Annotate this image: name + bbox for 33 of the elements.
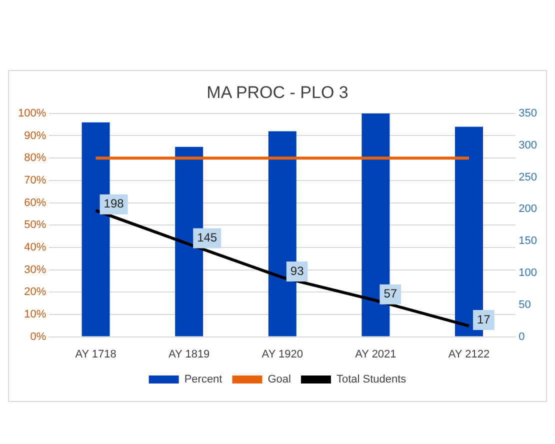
y2-tick-label: 300 xyxy=(518,139,538,152)
y-tick-label: 40% xyxy=(24,241,46,254)
y2-tick-label: 250 xyxy=(518,171,538,184)
y2-tick-label: 100 xyxy=(518,267,538,280)
x-tick-label: AY 2021 xyxy=(355,348,396,360)
y-tick-label: 30% xyxy=(24,264,46,276)
data-label: 198 xyxy=(104,196,124,211)
y2-tick-label: 150 xyxy=(518,235,538,248)
data-label: 93 xyxy=(290,264,304,278)
data-label: 17 xyxy=(476,312,491,326)
legend-label: Total Students xyxy=(336,374,407,386)
y-tick-label: 20% xyxy=(24,286,46,298)
y-tick-label: 0% xyxy=(30,330,46,343)
y-tick-label: 80% xyxy=(24,152,46,164)
y2-tick-label: 200 xyxy=(518,203,538,216)
legend-label: Percent xyxy=(184,374,222,386)
y-tick-label: 100% xyxy=(18,107,46,120)
y-tick-label: 60% xyxy=(24,196,46,209)
data-label: 57 xyxy=(384,286,398,301)
legend-label: Goal xyxy=(268,374,291,386)
x-tick-label: AY 1819 xyxy=(168,348,210,360)
x-tick-label: AY 2122 xyxy=(448,348,490,360)
y-tick-label: 70% xyxy=(24,174,46,186)
y2-tick-label: 50 xyxy=(518,298,531,311)
y-tick-label: 10% xyxy=(24,308,46,320)
y-tick-label: 50% xyxy=(24,219,46,232)
data-label: 145 xyxy=(197,230,218,245)
chart-title: MA PROC - PLO 3 xyxy=(206,82,348,102)
x-tick-label: AY 1920 xyxy=(262,348,303,360)
y2-tick-label: 350 xyxy=(518,107,538,120)
y2-tick-label: 0 xyxy=(518,330,525,343)
x-tick-label: AY 1718 xyxy=(75,348,116,360)
y-tick-label: 90% xyxy=(24,130,46,142)
